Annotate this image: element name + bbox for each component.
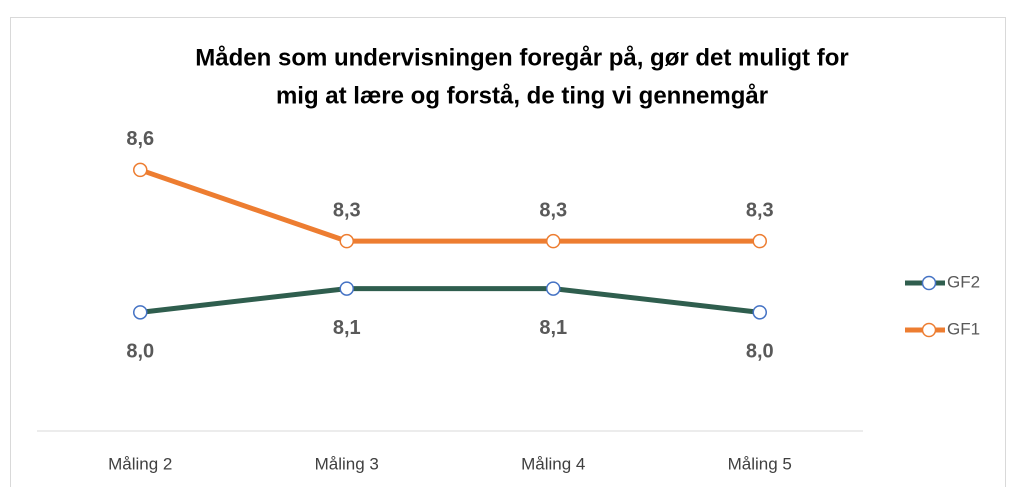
line — [139, 286, 761, 315]
chart-title: mig at lære og forstå, de ting vi gennem… — [276, 82, 768, 109]
marker — [133, 305, 148, 320]
marker — [752, 233, 767, 249]
marker — [546, 281, 561, 296]
data-label: 8,3 — [746, 199, 774, 221]
data-label: 8,0 — [126, 341, 154, 363]
chart-frame — [10, 17, 1006, 487]
marker — [133, 162, 148, 178]
legend-label: GF1 — [947, 319, 980, 338]
line — [139, 167, 760, 244]
legend-marker — [921, 322, 937, 338]
legend-marker — [921, 275, 937, 291]
data-label: 8,6 — [126, 128, 154, 150]
data-label: 8,0 — [746, 341, 774, 363]
x-tick-label: Måling 2 — [108, 454, 172, 473]
x-tick-label: Måling 4 — [521, 454, 585, 473]
data-label: 8,3 — [539, 199, 567, 221]
marker — [546, 233, 561, 249]
data-label: 8,3 — [333, 199, 361, 221]
data-label: 8,1 — [333, 317, 361, 339]
marker — [339, 281, 354, 296]
x-tick-label: Måling 3 — [315, 454, 379, 473]
data-label: 8,1 — [539, 317, 567, 339]
chart-title: Måden som undervisningen foregår på, gør… — [195, 44, 848, 71]
marker — [752, 305, 767, 320]
marker — [339, 233, 354, 249]
legend-label: GF2 — [947, 272, 980, 291]
x-tick-label: Måling 5 — [728, 454, 792, 473]
